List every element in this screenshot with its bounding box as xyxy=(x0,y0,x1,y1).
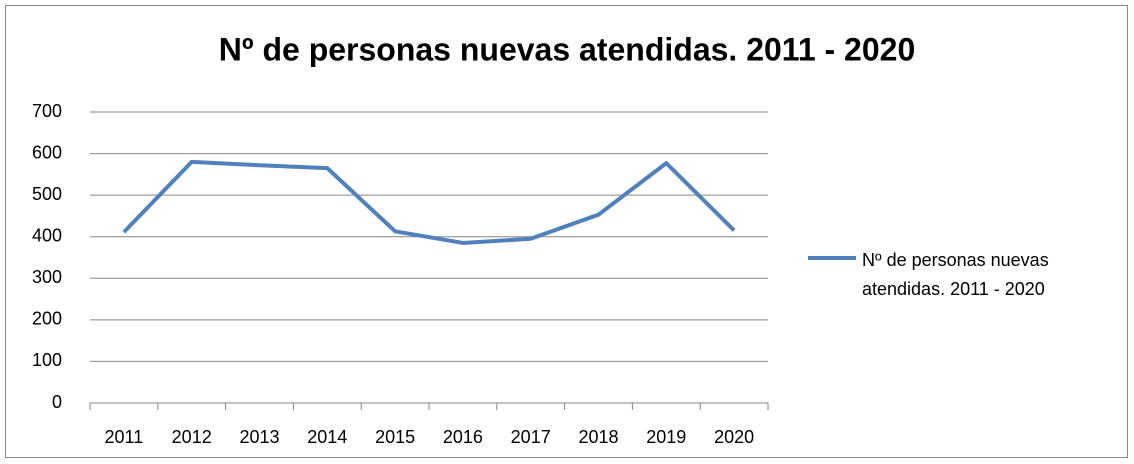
x-tick-label: 2011 xyxy=(105,427,144,447)
data-line xyxy=(122,159,736,245)
y-tick-label: 600 xyxy=(32,142,62,162)
y-tick-label: 100 xyxy=(32,350,62,370)
x-tick-label: 2016 xyxy=(443,427,483,447)
y-tick-label: 400 xyxy=(32,225,62,245)
legend-label: Nº de personas nuevas atendidas. 2011 - … xyxy=(862,250,1049,299)
x-tick-label: 2012 xyxy=(172,427,212,447)
y-tick-label: 700 xyxy=(32,101,62,121)
y-tick-label: 500 xyxy=(32,184,62,204)
x-tick-label: 2019 xyxy=(646,427,686,447)
x-tick-label: 2013 xyxy=(239,427,279,447)
y-tick-label: 0 xyxy=(52,392,62,412)
x-tick-label: 2017 xyxy=(511,427,551,447)
chart-border xyxy=(5,5,1128,458)
x-tick-label: 2014 xyxy=(307,427,347,447)
x-tick-label: 2020 xyxy=(714,427,754,447)
chart-title: Nº de personas nuevas atendidas. 2011 - … xyxy=(219,31,915,67)
y-tick-label: 300 xyxy=(32,267,62,287)
x-tick-label: 2018 xyxy=(578,427,618,447)
x-tick-label: 2015 xyxy=(375,427,415,447)
y-tick-label: 200 xyxy=(32,309,62,329)
